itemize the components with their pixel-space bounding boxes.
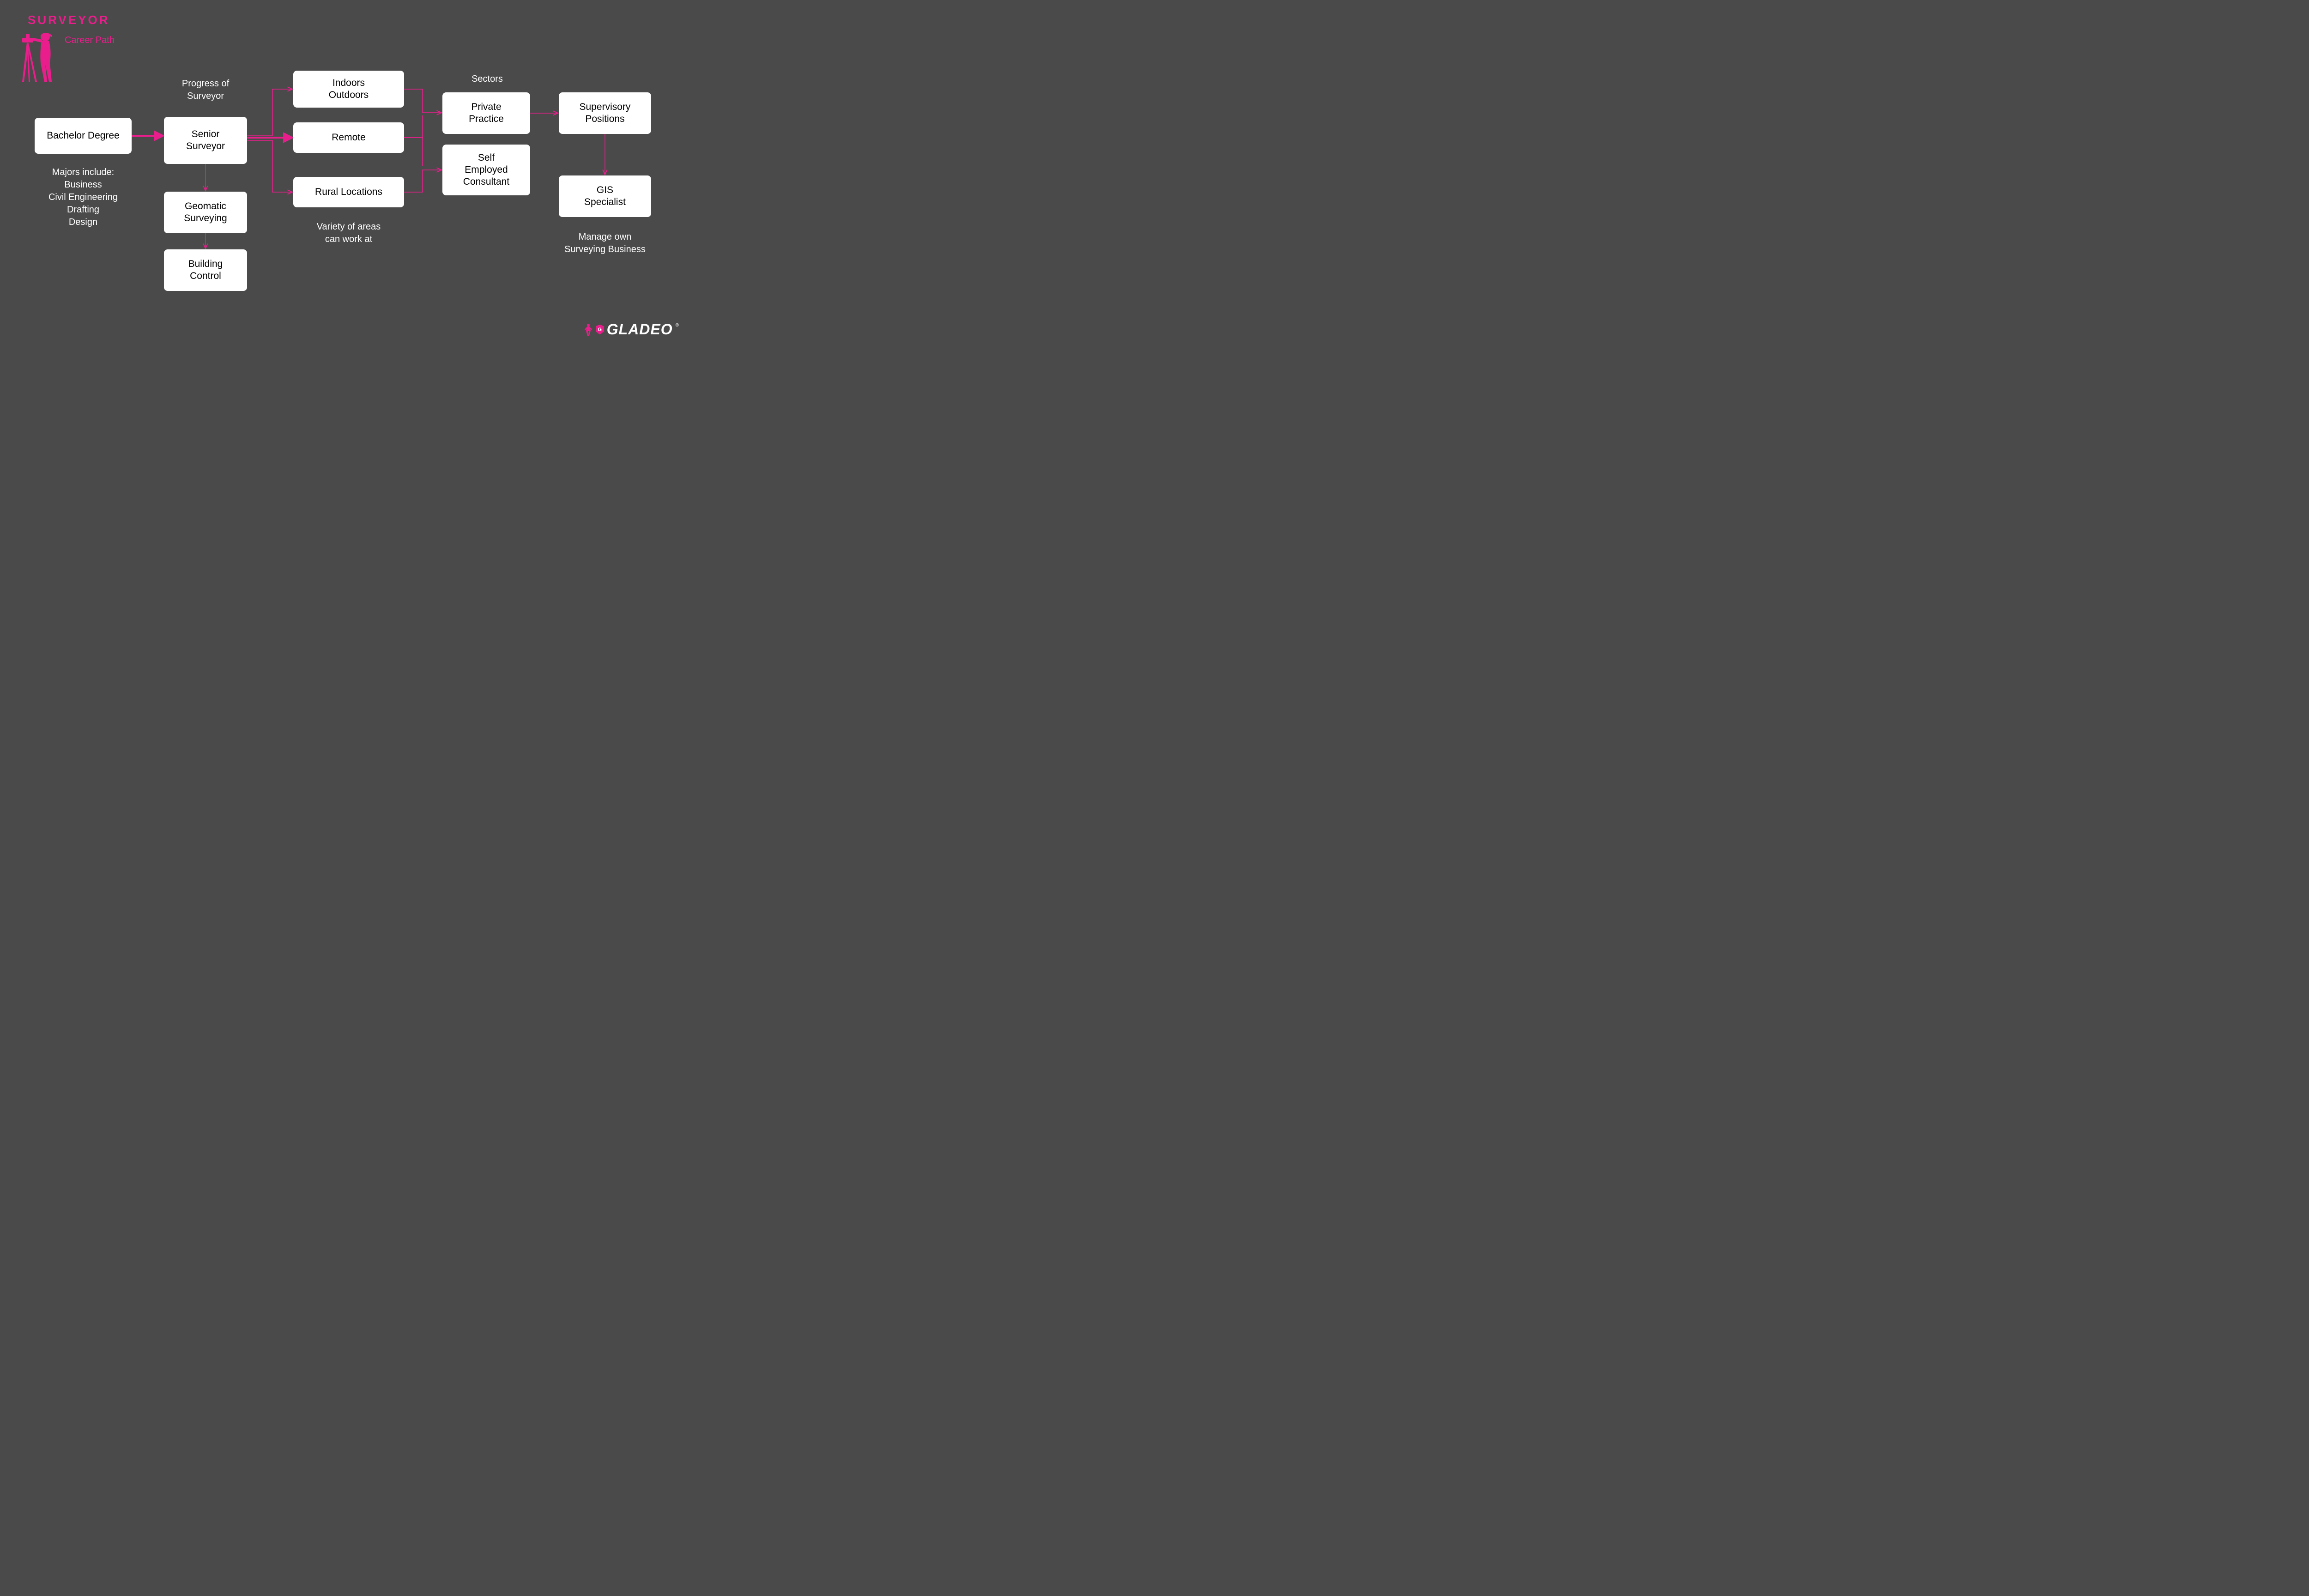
node-building: BuildingControl <box>164 249 247 291</box>
node-rural: Rural Locations <box>293 177 404 207</box>
label-majors: Majors include:BusinessCivil Engineering… <box>28 166 139 229</box>
node-geomatic: GeomaticSurveying <box>164 192 247 233</box>
node-remote: Remote <box>293 122 404 153</box>
brand-registered-icon: ® <box>676 323 679 328</box>
brand-name: GLADEO <box>607 321 673 338</box>
diagram-canvas: SURVEYOR Career Path <box>0 0 693 346</box>
brand-badge-letter: G <box>598 327 602 332</box>
node-gis: GISSpecialist <box>559 175 651 217</box>
edge-indoor-private <box>404 89 441 113</box>
edge-rural-self <box>404 170 441 192</box>
label-variety: Variety of areascan work at <box>293 221 404 246</box>
node-indoor: IndoorsOutdoors <box>293 71 404 108</box>
node-private: PrivatePractice <box>442 92 530 134</box>
label-progress: Progress ofSurveyor <box>164 78 247 103</box>
brand-figure-icon <box>584 323 593 336</box>
surveyor-icon <box>18 24 64 86</box>
edge-remote-private <box>404 115 423 138</box>
brand-badge: G <box>596 325 604 335</box>
node-senior: SeniorSurveyor <box>164 117 247 164</box>
node-self: SelfEmployedConsultant <box>442 145 530 195</box>
edge-remote-self <box>404 138 423 166</box>
edge-senior-indoor <box>247 89 292 136</box>
label-manage: Manage ownSurveying Business <box>547 231 663 256</box>
edge-senior-rural <box>247 140 292 192</box>
page-subtitle: Career Path <box>65 35 115 46</box>
node-bachelor: Bachelor Degree <box>35 118 132 154</box>
label-sectors: Sectors <box>455 73 520 85</box>
node-supervisory: SupervisoryPositions <box>559 92 651 134</box>
brand-logo: G GLADEO ® <box>584 321 679 338</box>
